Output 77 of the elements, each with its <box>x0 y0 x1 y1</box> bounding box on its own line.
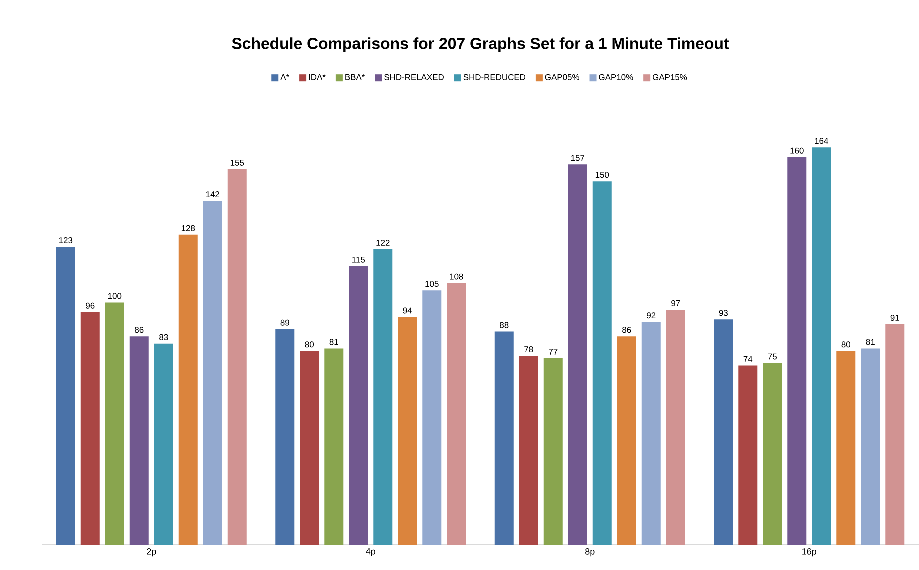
data-label: 122 <box>376 240 390 246</box>
data-label: 128 <box>182 225 196 232</box>
bar <box>568 164 588 545</box>
data-label: 92 <box>647 312 656 319</box>
legend-label: SHD-RELAXED <box>384 74 444 80</box>
data-label: 115 <box>352 256 366 263</box>
data-label: 81 <box>330 339 338 346</box>
data-label: 155 <box>230 160 244 166</box>
bar <box>738 366 758 545</box>
bar <box>763 363 782 545</box>
data-label: 94 <box>403 308 412 314</box>
bar <box>105 302 124 545</box>
bar <box>886 324 905 545</box>
data-label: 164 <box>815 138 828 144</box>
bar <box>788 157 807 545</box>
bar <box>447 283 466 545</box>
legend-label: A* <box>280 74 290 80</box>
x-tick-label: 8p <box>586 548 595 557</box>
data-label: 150 <box>596 172 610 178</box>
legend-label: GAP05% <box>545 74 580 80</box>
bar <box>642 322 661 545</box>
data-label: 83 <box>160 334 168 340</box>
data-label: 86 <box>622 327 632 334</box>
x-tick-label: 16p <box>802 548 816 557</box>
bar <box>861 348 880 545</box>
data-label: 78 <box>524 346 534 352</box>
data-label: 123 <box>59 237 73 244</box>
bar <box>276 329 295 545</box>
x-tick-label: 4p <box>366 548 376 557</box>
data-label: 75 <box>768 354 777 360</box>
data-label: 74 <box>744 356 753 362</box>
data-label: 142 <box>206 192 220 198</box>
data-label: 77 <box>549 349 558 355</box>
data-label: 97 <box>672 300 680 306</box>
data-label: 80 <box>305 342 314 348</box>
bar <box>714 320 734 545</box>
data-label: 157 <box>571 155 585 162</box>
data-label: 93 <box>719 310 728 316</box>
data-label: 81 <box>866 339 875 346</box>
bar <box>228 169 247 545</box>
legend-label: GAP15% <box>652 74 688 80</box>
data-label: 80 <box>842 342 851 348</box>
data-label: 88 <box>500 322 509 328</box>
bar <box>300 351 320 545</box>
x-tick-label: 2p <box>147 548 156 557</box>
bar <box>349 266 368 545</box>
bar <box>374 249 393 545</box>
data-label: 96 <box>86 302 95 309</box>
legend-label: IDA* <box>309 74 326 80</box>
data-label: 100 <box>108 293 122 300</box>
bar <box>836 351 856 545</box>
bar <box>398 317 418 545</box>
legend-label: SHD-REDUCED <box>464 74 526 80</box>
data-label: 91 <box>890 315 900 321</box>
bar <box>154 344 174 545</box>
data-label: 105 <box>426 281 439 288</box>
data-label: 86 <box>135 327 144 334</box>
bar <box>324 348 344 545</box>
bar <box>56 246 76 545</box>
bar <box>80 312 100 545</box>
bar <box>178 234 198 545</box>
bar <box>812 148 832 545</box>
chart-title: Schedule Comparisons for 207 Graphs Set for a 1 Minute Timeout <box>232 38 730 52</box>
bar <box>544 358 563 545</box>
bar <box>592 182 612 545</box>
bar <box>519 356 538 545</box>
data-label: 108 <box>450 274 464 280</box>
bar <box>422 290 442 545</box>
data-label: 89 <box>280 320 290 326</box>
legend-label: BBA* <box>346 74 366 80</box>
legend-label: GAP10% <box>599 74 634 80</box>
bar <box>130 336 149 545</box>
bar <box>666 310 686 545</box>
bar <box>617 336 636 545</box>
bar <box>494 332 514 545</box>
data-label: 160 <box>790 148 804 154</box>
bar <box>203 200 222 545</box>
